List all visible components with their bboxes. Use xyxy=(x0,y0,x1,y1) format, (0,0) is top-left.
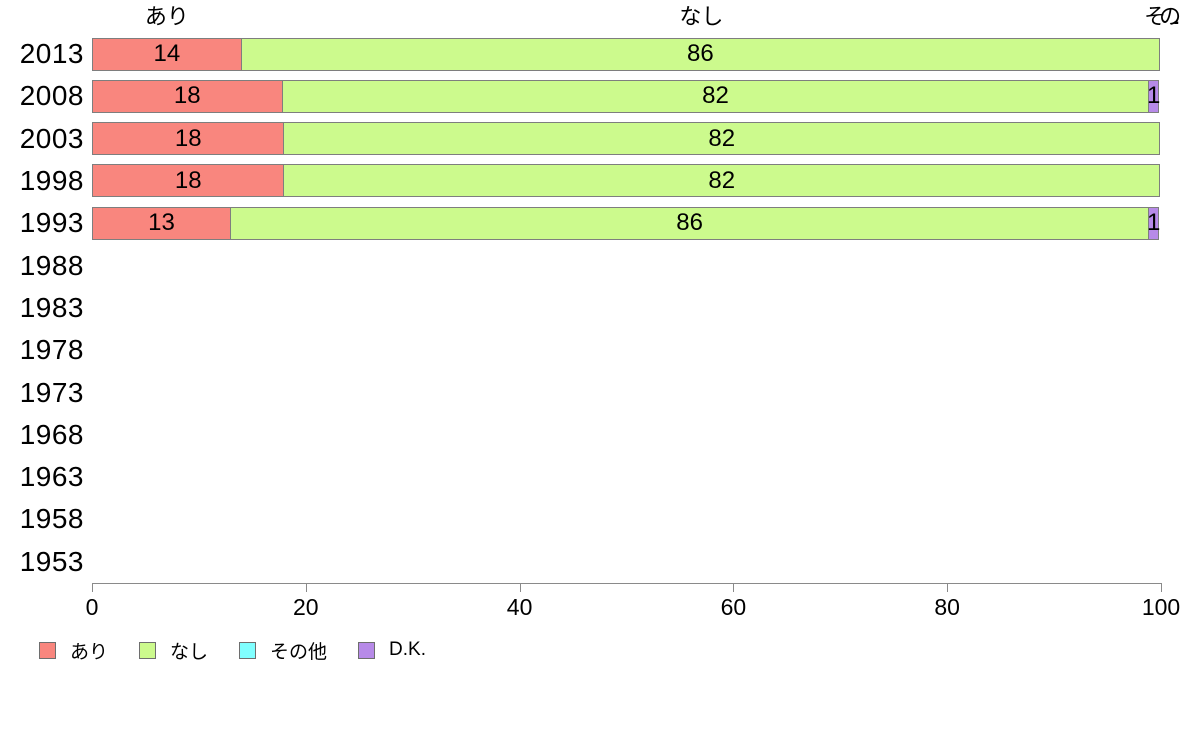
legend-swatch xyxy=(39,641,56,659)
stacked-bar: 18 82 xyxy=(92,164,1161,198)
bar-segment: 18 xyxy=(92,122,285,156)
x-axis-tick xyxy=(519,584,521,592)
x-axis-tick-label: 80 xyxy=(934,594,960,620)
chart-row: 2003 18 82 xyxy=(0,118,1188,160)
legend-swatch xyxy=(139,641,157,659)
chart-row: 1968 xyxy=(0,414,1188,456)
bar-segment: 1 xyxy=(1147,79,1160,113)
x-axis: 0 20 40 60 80 100 xyxy=(86,583,1180,620)
segment-header-label: あり xyxy=(144,4,189,29)
legend-label: あり xyxy=(70,641,109,663)
chart-row: 1953 xyxy=(0,541,1188,583)
x-axis-tick-label: 60 xyxy=(720,594,747,620)
bar-segment: 82 xyxy=(283,164,1160,198)
chart-row: 1963 xyxy=(0,456,1188,498)
legend-item: あり xyxy=(39,637,108,664)
y-axis-label: 1953 xyxy=(19,545,84,577)
stacked-bar: 14 86 xyxy=(92,37,1161,71)
legend-label: D.K. xyxy=(389,639,426,660)
chart-row: 1998 18 82 xyxy=(0,160,1188,202)
legend: あり なし その他 D.K. xyxy=(39,637,457,664)
segment-header-label: なし xyxy=(679,4,724,29)
y-axis-label: 1963 xyxy=(19,461,84,493)
y-axis-label: 1998 xyxy=(19,165,84,197)
x-axis-tick xyxy=(92,584,93,592)
bar-segment: 86 xyxy=(229,206,1150,240)
chart-row: 1988 xyxy=(0,244,1188,286)
legend-label: その他 xyxy=(270,641,328,663)
stacked-bar: 18 82 1 xyxy=(92,79,1161,113)
bar-segment: 82 xyxy=(281,79,1150,113)
y-axis-label: 2008 xyxy=(19,80,84,112)
chart-row: 1973 xyxy=(0,371,1188,413)
y-axis-label: 1958 xyxy=(19,503,84,535)
bar-segment: 14 xyxy=(92,37,242,71)
stacked-bar: 13 86 1 xyxy=(92,206,1161,240)
y-axis-label: 1988 xyxy=(19,249,84,281)
bar-segment: 18 xyxy=(92,79,283,113)
bar-segment: 86 xyxy=(240,37,1160,71)
chart-row: 1993 13 86 1 xyxy=(0,202,1188,244)
bar-segment: 13 xyxy=(92,206,231,240)
y-axis-label: 2003 xyxy=(19,122,84,154)
bar-segment: 1 xyxy=(1147,206,1160,240)
segment-header-label: その... xyxy=(1144,4,1178,29)
y-axis-label: 1993 xyxy=(19,207,84,239)
bar-segment: 82 xyxy=(283,122,1160,156)
legend-swatch xyxy=(239,641,257,659)
chart-row: 2013 14 86 xyxy=(0,33,1188,75)
stacked-bar: 18 82 xyxy=(92,122,1161,156)
y-axis-label: 1983 xyxy=(19,291,84,323)
x-axis-tick-label: 0 xyxy=(85,594,99,620)
x-axis-tick-label: 20 xyxy=(293,594,319,620)
chart-row: 1958 xyxy=(0,498,1188,540)
plot-rows: 2013 14 86 2008 18 82 1 2003 18 82 1998 18 82 1993 13 8… xyxy=(0,33,1188,583)
y-axis-label: 1973 xyxy=(19,376,84,408)
x-axis-tick xyxy=(733,584,735,592)
chart-row: 1983 xyxy=(0,287,1188,329)
y-axis-label: 2013 xyxy=(19,38,84,70)
legend-item: その他 xyxy=(239,637,327,664)
x-axis-tick xyxy=(947,584,949,592)
x-axis-tick xyxy=(305,584,307,592)
y-axis-label: 1968 xyxy=(19,418,84,450)
x-axis-tick xyxy=(1161,584,1162,592)
segment-header-labels: あり なし その... xyxy=(0,0,1188,32)
chart-row: 2008 18 82 1 xyxy=(0,75,1188,117)
x-axis-tick-label: 40 xyxy=(506,594,533,620)
legend-swatch xyxy=(358,641,376,659)
bar-segment: 18 xyxy=(92,164,285,198)
legend-label: なし xyxy=(170,641,209,663)
legend-item: なし xyxy=(139,637,208,664)
y-axis-label: 1978 xyxy=(19,334,84,366)
legend-item: D.K. xyxy=(358,639,426,661)
x-axis-tick-label: 100 xyxy=(1141,594,1181,620)
chart-row: 1978 xyxy=(0,329,1188,371)
